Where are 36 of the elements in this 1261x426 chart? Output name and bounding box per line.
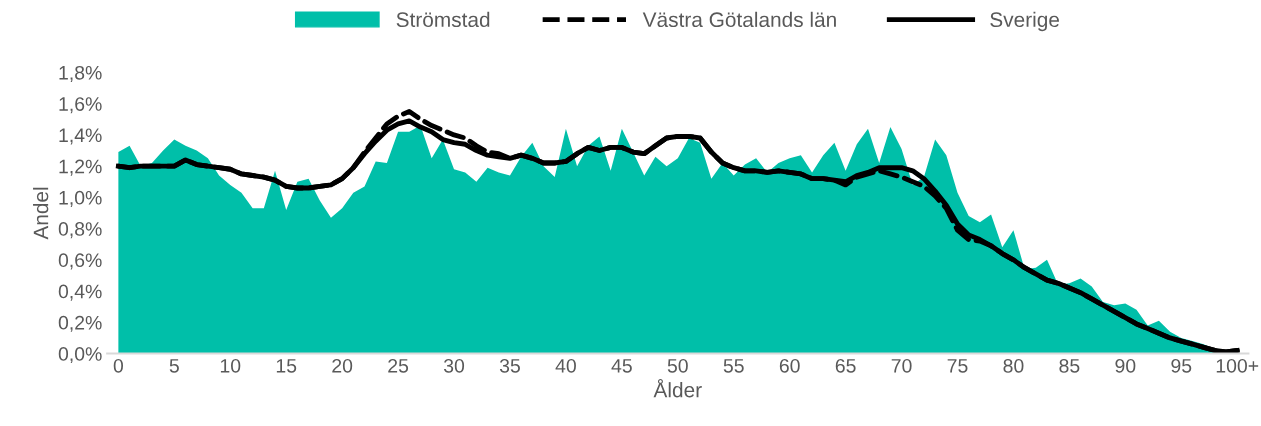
y-tick-label: 1,0% [59,190,102,207]
x-tick-label: 75 [947,359,968,373]
x-tick-label: 70 [891,358,912,373]
x-tick-label: 45 [611,359,632,373]
y-tick-label: 0,4% [58,284,102,301]
y-tick-label: 1,2% [59,159,102,176]
x-tick-label: 50 [667,358,688,373]
x-tick-label: 25 [388,358,409,373]
x-tick-label: 80 [1003,358,1024,373]
x-tick-label: 95 [1171,358,1192,373]
x-tick-label: 0 [113,358,124,373]
x-tick-label: 60 [779,358,800,373]
x-tick-label: 35 [499,358,520,373]
legend-label: Västra Götalands län [642,11,836,28]
x-axis-title: Ålder [653,378,702,398]
y-tick-label: 0,0% [58,347,102,364]
x-tick-label: 10 [220,358,241,373]
x-tick-label: 65 [835,358,856,373]
y-tick-label: 1,4% [59,128,102,145]
y-tick-label: 0,6% [58,253,102,270]
legend-label: Strömstad [396,11,490,28]
y-tick-label: 0,2% [58,315,102,332]
legend-label: Sverige [990,11,1060,32]
x-tick-label: 90 [1115,358,1136,373]
x-tick-label: 5 [169,359,179,373]
x-tick-label: 20 [332,358,353,373]
x-tick-label: 15 [276,359,297,373]
y-tick-label: 0,8% [58,222,102,239]
x-tick-label: 55 [723,359,744,373]
y-axis-title: Andel [33,187,49,240]
x-tick-label: 85 [1059,358,1080,373]
x-tick-label: 30 [443,358,465,373]
x-tick-label: 100+ [1216,358,1259,373]
y-tick-label: 1,6% [59,97,102,114]
x-tick-label: 40 [555,358,576,373]
y-tick-label: 1,8% [59,65,102,82]
